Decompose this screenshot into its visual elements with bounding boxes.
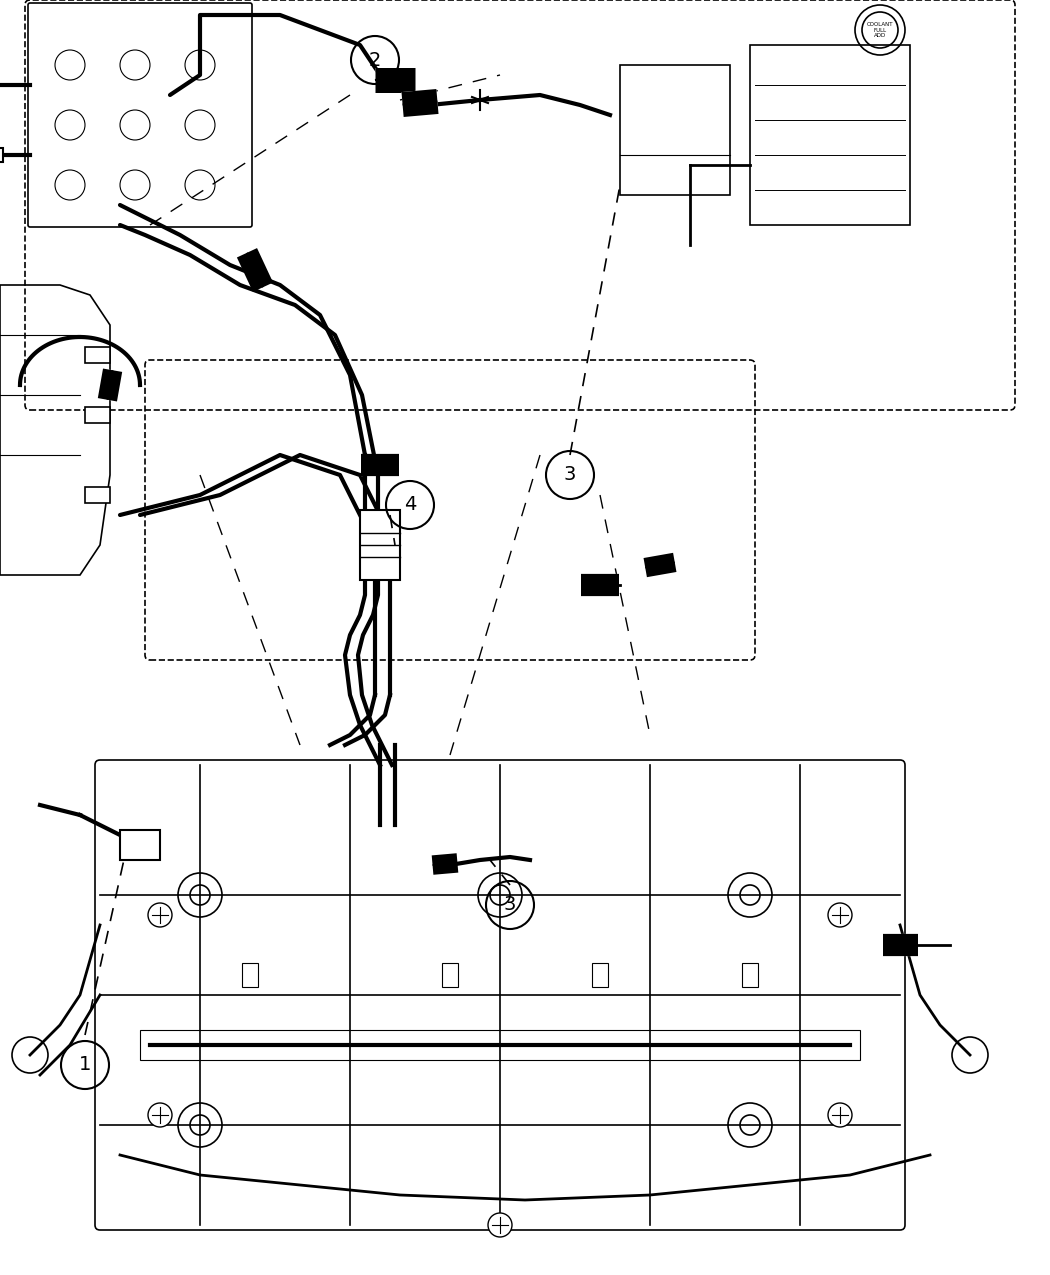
Bar [592, 963, 608, 987]
Text: 1: 1 [79, 1056, 91, 1075]
Bar [85, 487, 110, 504]
Bar [0, 148, 3, 162]
Bar [120, 830, 160, 861]
Bar [750, 45, 910, 224]
Circle shape [148, 903, 172, 927]
Circle shape [488, 1213, 512, 1237]
Bar [742, 963, 758, 987]
Circle shape [148, 1103, 172, 1127]
Text: COOLANT
FULL
ADD: COOLANT FULL ADD [866, 22, 894, 38]
Text: 3: 3 [564, 465, 576, 484]
Bar [85, 407, 110, 423]
Bar [442, 963, 458, 987]
Bar [620, 65, 730, 195]
Circle shape [828, 1103, 852, 1127]
Text: 3: 3 [504, 895, 517, 914]
Text: 2: 2 [369, 51, 381, 70]
Bar [360, 510, 400, 580]
Bar [140, 1030, 860, 1060]
Bar [242, 963, 258, 987]
Text: 4: 4 [404, 496, 416, 515]
Circle shape [828, 903, 852, 927]
Bar [85, 347, 110, 363]
